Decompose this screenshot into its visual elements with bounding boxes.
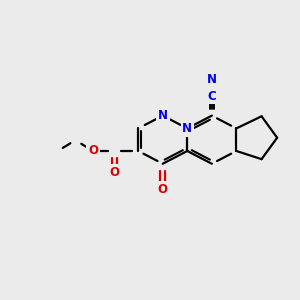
Text: N: N xyxy=(207,73,217,86)
Text: C: C xyxy=(208,89,216,103)
Text: N: N xyxy=(158,109,168,122)
Text: N: N xyxy=(182,122,192,135)
Text: O: O xyxy=(88,145,98,158)
Text: O: O xyxy=(158,183,168,196)
Text: O: O xyxy=(110,166,120,179)
